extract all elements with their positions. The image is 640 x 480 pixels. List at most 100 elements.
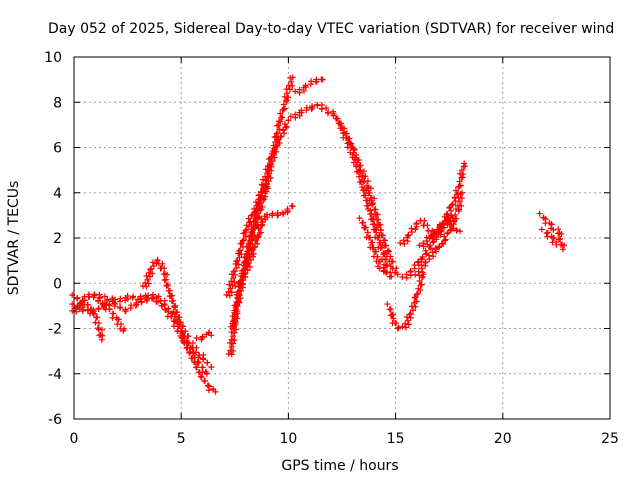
series-track-late-d: [412, 189, 466, 279]
data-point: [375, 258, 382, 265]
data-point: [201, 377, 208, 384]
data-point: [231, 337, 238, 344]
data-point: [263, 180, 270, 187]
data-point: [278, 133, 285, 140]
data-point: [452, 187, 459, 194]
data-point: [231, 279, 238, 286]
data-point: [242, 233, 249, 240]
data-point: [363, 202, 370, 209]
data-point: [130, 293, 137, 300]
series-track-fall-d: [356, 215, 391, 275]
data-point: [232, 313, 239, 320]
data-point: [356, 215, 363, 222]
x-tick-label: 0: [70, 431, 79, 447]
data-point: [203, 370, 210, 377]
data-point: [264, 170, 271, 177]
data-point: [246, 219, 253, 226]
series-track-late-c: [399, 271, 427, 331]
data-point: [303, 104, 310, 111]
data-point: [443, 211, 450, 218]
data-point: [235, 247, 242, 254]
axis-ticks: [73, 56, 611, 420]
series-track-early-c: [69, 292, 106, 343]
data-point: [450, 225, 457, 232]
data-point: [432, 246, 439, 253]
data-point: [74, 303, 81, 310]
data-point: [296, 86, 303, 93]
data-point: [226, 292, 233, 299]
data-point: [239, 237, 246, 244]
data-point: [263, 177, 270, 184]
data-point: [330, 111, 337, 118]
data-point: [393, 265, 400, 272]
data-point: [146, 273, 153, 280]
data-point: [404, 232, 411, 239]
data-point: [459, 189, 466, 196]
data-point: [234, 302, 241, 309]
data-point: [232, 260, 239, 267]
data-point: [243, 222, 250, 229]
data-point: [374, 253, 381, 260]
series-track-short: [193, 329, 215, 343]
data-point: [266, 166, 273, 173]
data-point: [550, 226, 557, 233]
data-point: [233, 306, 240, 313]
y-tick-label: -6: [48, 412, 62, 428]
data-point: [163, 282, 170, 289]
data-point: [234, 257, 241, 264]
data-point: [351, 154, 358, 161]
data-point: [245, 215, 252, 222]
data-point: [199, 364, 206, 371]
data-point: [81, 297, 88, 304]
data-point: [133, 301, 140, 308]
data-point: [280, 127, 287, 134]
data-point: [242, 270, 249, 277]
data-point: [184, 333, 191, 340]
data-point: [198, 374, 205, 381]
data-point: [104, 296, 111, 303]
data-point: [250, 250, 257, 257]
data-point: [282, 97, 289, 104]
data-point: [275, 118, 282, 125]
data-point: [364, 178, 371, 185]
data-point: [456, 206, 463, 213]
data-point: [159, 260, 166, 267]
data-point: [377, 227, 384, 234]
data-point: [438, 228, 445, 235]
data-point: [168, 313, 175, 320]
y-tick-label: 10: [44, 50, 62, 66]
data-point: [171, 303, 178, 310]
data-point: [415, 268, 422, 275]
data-point: [166, 293, 173, 300]
data-point: [256, 199, 263, 206]
data-point: [378, 232, 385, 239]
data-point: [179, 323, 186, 330]
data-point: [416, 277, 423, 284]
data-point: [101, 293, 108, 300]
data-point: [98, 336, 105, 343]
data-point: [252, 199, 259, 206]
x-axis-label: GPS time / hours: [281, 458, 398, 474]
data-point: [538, 226, 545, 233]
data-point: [412, 271, 419, 278]
data-point: [158, 302, 165, 309]
data-point: [239, 267, 246, 274]
data-point: [360, 179, 367, 186]
x-tick-label: 5: [177, 431, 186, 447]
data-point: [228, 278, 235, 285]
data-point: [282, 105, 289, 112]
data-point: [460, 171, 467, 178]
data-point: [453, 215, 460, 222]
data-point: [240, 236, 247, 243]
data-point: [411, 294, 418, 301]
data-point: [281, 130, 288, 137]
data-point: [253, 202, 260, 209]
data-point: [254, 233, 261, 240]
data-point: [194, 359, 201, 366]
data-point: [298, 109, 305, 116]
data-point: [456, 228, 463, 235]
data-point: [84, 301, 91, 308]
data-point: [235, 250, 242, 257]
data-point: [138, 299, 145, 306]
series-track-early-d: [90, 294, 128, 334]
